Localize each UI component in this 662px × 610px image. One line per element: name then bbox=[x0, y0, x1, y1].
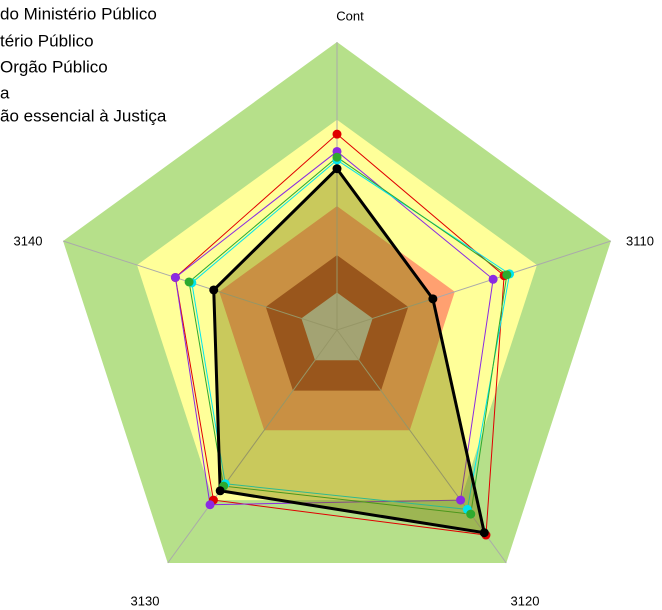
series-point bbox=[456, 495, 466, 505]
series-line bbox=[191, 159, 511, 510]
legend-label: Orgão Público bbox=[0, 57, 108, 76]
axis-label: 3120 bbox=[511, 593, 540, 608]
series-point bbox=[488, 274, 498, 284]
series-line bbox=[174, 150, 494, 506]
series-point bbox=[332, 129, 342, 139]
series-point bbox=[205, 500, 215, 510]
series-point bbox=[209, 285, 219, 295]
series-point bbox=[170, 272, 180, 282]
axis-line bbox=[336, 329, 507, 564]
axis-line bbox=[167, 329, 338, 564]
axis-label: 3140 bbox=[14, 233, 43, 248]
series-point bbox=[215, 486, 225, 496]
series-point bbox=[428, 294, 438, 304]
series-line bbox=[188, 156, 508, 515]
axis-label: 3130 bbox=[131, 593, 160, 608]
axis-label: Cont bbox=[336, 8, 364, 23]
series-point bbox=[466, 509, 476, 519]
series-point bbox=[332, 164, 342, 174]
legend-label: do Ministério Público bbox=[0, 4, 157, 23]
legend-label: a bbox=[0, 83, 10, 102]
axis-label: 3110 bbox=[626, 233, 654, 248]
legend-label: tério Público bbox=[0, 31, 94, 50]
series-point bbox=[332, 152, 342, 162]
series-point bbox=[479, 528, 489, 538]
axis-line bbox=[62, 240, 338, 331]
series-line bbox=[212, 166, 487, 535]
axis-line bbox=[336, 240, 612, 331]
legend-label: ão essencial à Justiça bbox=[0, 106, 167, 125]
series-point bbox=[502, 270, 512, 280]
series-point bbox=[184, 277, 194, 287]
